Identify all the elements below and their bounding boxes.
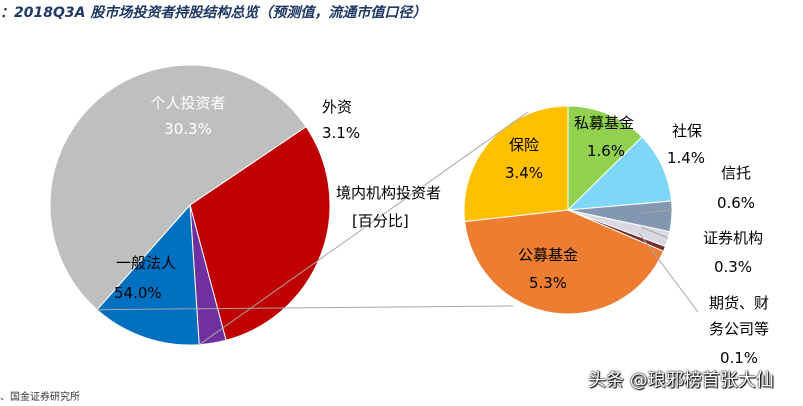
connector-line xyxy=(97,305,514,311)
pie-chart-area: 个人投资者 30.3% 外资 3.1% 境内机构投资者 [百分比] 一般法人 54.0% 私募基… xyxy=(49,64,769,367)
watermark: 头条 @琅邪榜首张大仙 xyxy=(588,370,774,391)
main-pie-value-1: 3.1% xyxy=(322,124,360,142)
leader-line xyxy=(638,232,699,313)
sub-pie-label-6: 保险 xyxy=(509,136,539,154)
main-pie-label-3: 一般法人 xyxy=(116,254,176,272)
sub-pie-value-0: 1.6% xyxy=(587,142,625,160)
sub-pie-slice-1 xyxy=(566,136,673,211)
sub-pie-label-5: 公募基金 xyxy=(518,246,578,264)
sub-pie-value-3: 0.3% xyxy=(714,258,752,276)
sub-pie-slice-0 xyxy=(567,105,643,212)
sub-pie-label-1: 社保 xyxy=(672,122,702,140)
main-pie-label-0: 个人投资者 xyxy=(150,94,225,112)
sub-pie-label-0: 私募基金 xyxy=(574,114,634,132)
main-pie xyxy=(49,64,331,346)
connector-lines xyxy=(97,111,699,346)
sub-pie-value-5: 5.3% xyxy=(529,274,567,292)
source-note: 、国金证券研究所 xyxy=(0,392,80,403)
sub-pie-slice-5 xyxy=(464,209,665,315)
leader-line xyxy=(640,226,669,239)
sub-pie-label-4: 期货、财 xyxy=(709,294,769,312)
main-pie-slice-0 xyxy=(189,126,331,341)
sub-pie-slice-6 xyxy=(463,105,569,223)
main-pie-label-1: 外资 xyxy=(322,98,352,116)
pie-labels: 个人投资者 30.3% 外资 3.1% 境内机构投资者 [百分比] 一般法人 54.0% 私募基… xyxy=(114,94,769,367)
leader-line xyxy=(641,209,673,214)
main-pie-value-2: [百分比] xyxy=(352,212,409,230)
chart-title-text: ：2018Q3A 股市场投资者持股结构总览（预测值，流通市值口径） xyxy=(0,5,427,21)
sub-pie-label-3: 证券机构 xyxy=(703,229,763,247)
sub-pie-value-1: 1.4% xyxy=(667,149,705,167)
connector-line xyxy=(198,111,529,346)
sub-pie-label-4-1: 务公司等 xyxy=(709,320,769,338)
main-pie-slice-2 xyxy=(96,203,200,346)
sub-pie-label-2: 信托 xyxy=(721,164,751,182)
main-pie-slice-3 xyxy=(49,64,307,311)
main-pie-label-2: 境内机构投资者 xyxy=(336,184,441,202)
main-pie-value-0: 30.3% xyxy=(164,120,212,138)
sub-pie-value-2: 0.6% xyxy=(717,194,755,212)
sub-pie-value-4: 0.1% xyxy=(720,349,758,367)
sub-pie xyxy=(463,105,673,315)
chart-title: ：2018Q3A 股市场投资者持股结构总览（预测值，流通市值口径） xyxy=(0,0,803,26)
main-pie-value-3: 54.0% xyxy=(114,284,162,302)
sub-pie-value-6: 3.4% xyxy=(505,164,543,182)
